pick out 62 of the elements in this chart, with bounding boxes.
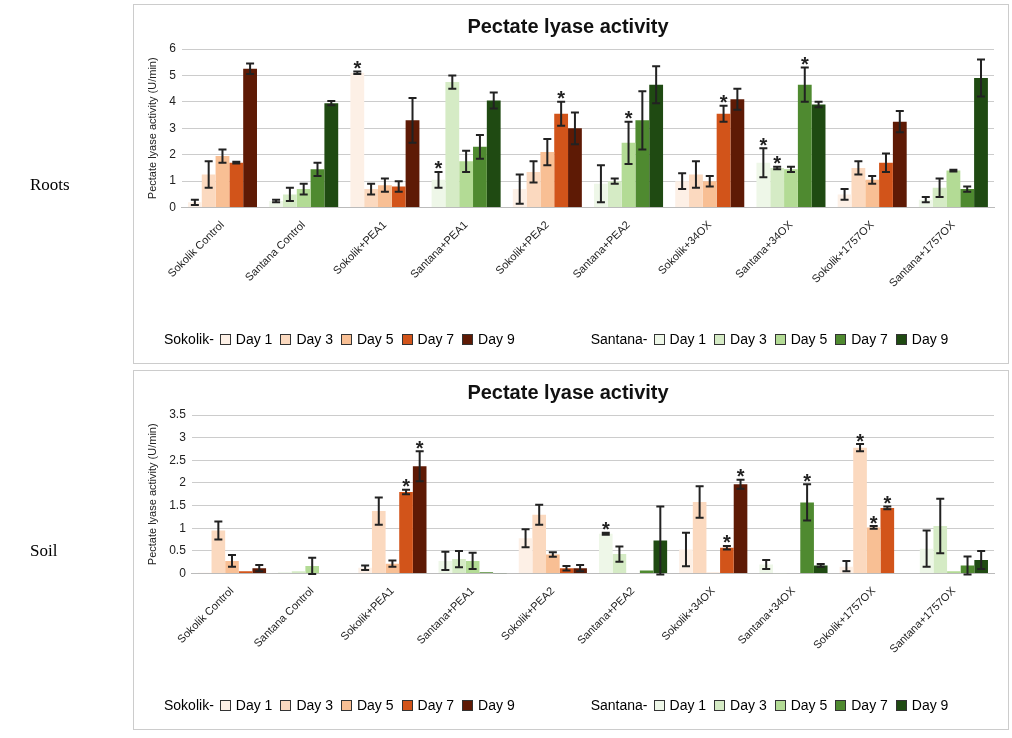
legend-label: Day 7 bbox=[850, 697, 888, 713]
y-tick-label: 1 bbox=[179, 520, 187, 535]
data-label: * bbox=[723, 531, 731, 554]
data-label: * bbox=[415, 436, 424, 459]
y-tick-label: 1 bbox=[169, 173, 177, 188]
data-label: * bbox=[557, 87, 566, 110]
data-label: * bbox=[353, 56, 362, 79]
legend-label: Day 3 bbox=[295, 697, 333, 713]
data-label: * bbox=[601, 518, 610, 541]
legend-label: Day 3 bbox=[295, 331, 333, 347]
legend-label: Day 1 bbox=[668, 331, 707, 347]
data-label: * bbox=[402, 475, 411, 498]
legend-label: Day 1 bbox=[234, 331, 273, 347]
data-label: * bbox=[800, 53, 809, 76]
legend-label: Day 7 bbox=[416, 331, 455, 347]
legend-label: Day 9 bbox=[910, 697, 949, 713]
data-label: * bbox=[883, 492, 892, 515]
y-tick-label: 6 bbox=[169, 41, 177, 56]
legend-label: Day 1 bbox=[234, 697, 273, 713]
legend-label: Day 9 bbox=[477, 331, 515, 347]
y-tick-label: 3.5 bbox=[169, 407, 187, 422]
legend-label: Day 9 bbox=[477, 697, 515, 713]
data-label: * bbox=[736, 465, 745, 488]
y-tick-label: 3 bbox=[169, 120, 177, 135]
data-label: * bbox=[759, 133, 768, 156]
chart-title: Pectate lyase activity bbox=[467, 380, 670, 403]
y-tick-label: 0 bbox=[169, 199, 177, 214]
legend-label: Day 5 bbox=[355, 697, 394, 713]
data-label: * bbox=[803, 469, 812, 492]
y-tick-label: 5 bbox=[169, 67, 177, 82]
data-label: * bbox=[719, 91, 728, 114]
y-tick-label: 1.5 bbox=[169, 497, 187, 512]
legend-label: Day 1 bbox=[668, 697, 707, 713]
y-tick-label: 0.5 bbox=[169, 543, 187, 558]
y-tick-label: 2 bbox=[169, 147, 177, 162]
data-label: * bbox=[434, 157, 443, 180]
text: Sokolik- bbox=[164, 697, 214, 713]
data-label: * bbox=[773, 152, 782, 175]
text: Soil bbox=[30, 541, 58, 561]
y-tick-label: 2.5 bbox=[169, 452, 187, 467]
legend-label: Day 7 bbox=[850, 331, 888, 347]
legend-label: Day 5 bbox=[789, 331, 828, 347]
y-tick-label: 3 bbox=[179, 429, 187, 444]
text: Santana- bbox=[590, 331, 648, 347]
data-label: * bbox=[856, 429, 865, 452]
data-label: * bbox=[869, 511, 878, 534]
legend-label: Day 5 bbox=[355, 331, 394, 347]
y-tick-label: 4 bbox=[169, 94, 177, 109]
text: Roots bbox=[30, 175, 70, 195]
y-tick-label: 2 bbox=[179, 475, 187, 490]
y-tick-label: 0 bbox=[179, 565, 187, 580]
text: Sokolik- bbox=[164, 331, 214, 347]
chart-title: Pectate lyase activity bbox=[467, 14, 670, 37]
legend-label: Day 5 bbox=[789, 697, 828, 713]
legend-label: Day 7 bbox=[416, 697, 455, 713]
legend-label: Day 9 bbox=[910, 331, 949, 347]
legend-label: Day 3 bbox=[729, 697, 767, 713]
data-label: * bbox=[624, 107, 633, 130]
y-axis-title: Pectate lyase activity (U/min) bbox=[145, 423, 158, 566]
legend-label: Day 3 bbox=[729, 331, 767, 347]
text: Santana- bbox=[590, 697, 648, 713]
y-axis-title: Pectate lyase activity (U/min) bbox=[145, 57, 158, 200]
